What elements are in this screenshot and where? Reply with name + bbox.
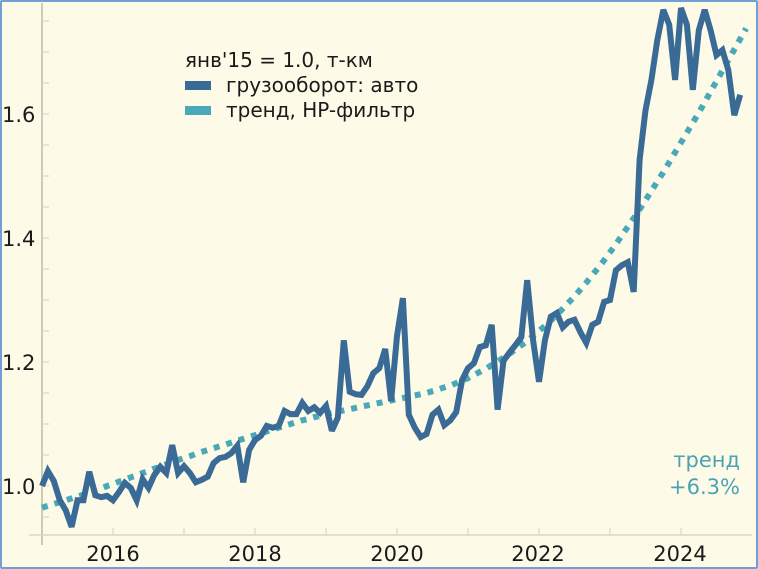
y-tick-label: 1.6 (2, 103, 35, 127)
y-tick-label: 1.2 (2, 351, 35, 375)
legend: янв'15 = 1.0, т-км грузооборот: авто тре… (185, 48, 418, 122)
legend-label-trend: тренд, HP-фильтр (226, 98, 415, 122)
legend-swatch-series (185, 81, 211, 90)
trend-annotation-value: +6.3% (669, 475, 740, 499)
x-tick-label: 2022 (511, 542, 564, 566)
x-axis-ticks (112, 528, 682, 535)
y-axis-ticks (42, 20, 49, 518)
trend-annotation-label: тренд (673, 448, 740, 472)
x-tick-label: 2018 (228, 542, 281, 566)
y-tick-label: 1.0 (2, 475, 35, 499)
x-tick-label: 2024 (653, 542, 706, 566)
legend-swatch-trend (185, 106, 211, 115)
x-tick-label: 2016 (86, 542, 139, 566)
y-tick-label: 1.4 (2, 227, 35, 251)
x-tick-label: 2020 (370, 542, 423, 566)
freight-turnover-line (39, 7, 744, 528)
legend-title: янв'15 = 1.0, т-км (185, 48, 373, 72)
legend-label-series: грузооборот: авто (226, 73, 418, 97)
